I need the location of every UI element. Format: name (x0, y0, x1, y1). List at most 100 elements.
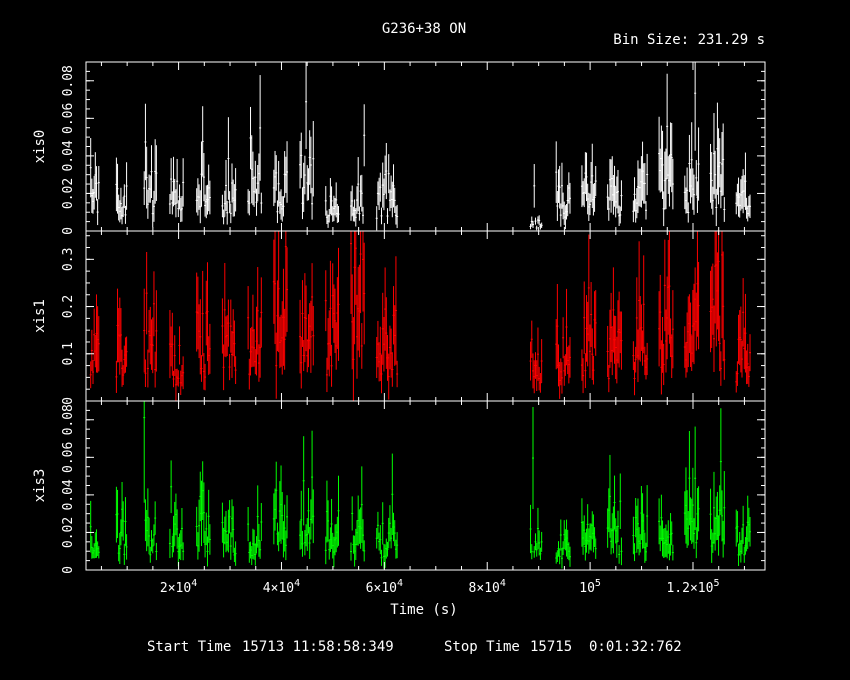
xis1-data-point (144, 359, 147, 388)
xis1-data-point (668, 231, 671, 344)
xis3-data-point (534, 533, 537, 551)
xis3-data-point (660, 494, 663, 541)
xis0-data-point (89, 138, 92, 198)
xis1-data-point (387, 353, 390, 400)
xis3-data-point (276, 522, 279, 546)
xis3-data-point (388, 505, 391, 542)
xis0-data-point (694, 62, 697, 151)
xis0-data-point (170, 158, 173, 200)
xis1-data-point (534, 352, 537, 379)
xis3-data-point (387, 517, 390, 549)
xis1-data-point (392, 286, 395, 345)
xis3-data-point (124, 497, 127, 546)
xis3-data-point (299, 520, 302, 550)
xis3-data-point (612, 506, 615, 554)
xis0-data-point (532, 220, 535, 228)
xis3-data-point (670, 521, 673, 546)
xis0-data-point (357, 157, 360, 212)
xis3-data-point (180, 507, 183, 549)
xis0-data-point (620, 180, 623, 211)
xis0-data-point (204, 194, 207, 217)
xis3-data-point (198, 499, 201, 552)
xis3-data-point (178, 533, 181, 559)
xis1-data-point (308, 303, 311, 350)
xis1-data-point (90, 329, 93, 372)
xis1-data-point (145, 251, 148, 335)
xis0-data-point (232, 179, 235, 217)
xis3-data-point (303, 530, 306, 556)
xis3-data-point (260, 503, 263, 541)
xis0-data-point (312, 121, 315, 197)
xis1-data-point (642, 255, 645, 354)
x-tick-labels: 2×104 4×104 6×104 8×104 105 1.2×105 (160, 578, 720, 596)
xis1-data-point (306, 339, 309, 373)
xis0-data-point (248, 190, 251, 216)
xis3-data-point (143, 401, 146, 503)
xis0-data-point (360, 174, 363, 212)
xis1-data-point (539, 373, 542, 393)
xis0-data-point (666, 73, 669, 180)
xis0-data-point (202, 153, 205, 202)
xis1-data-point (307, 314, 310, 368)
xis1-ytick-label: 0.2 (61, 295, 76, 318)
xis0-data-point (379, 172, 382, 202)
xis0-data-point (556, 191, 559, 221)
xis3-data-point (179, 530, 182, 561)
xis0-data-point (182, 158, 185, 207)
xis3-data-point (306, 518, 309, 551)
xis0-data-point (646, 153, 649, 196)
xis1-data-point (380, 354, 383, 394)
xis3-data-point (231, 499, 234, 538)
xis1-data-point (744, 293, 747, 373)
xis1-data-point (171, 312, 174, 376)
xis1-data-point (148, 309, 151, 353)
xis1-data-point (612, 267, 615, 353)
xis1-data-point (205, 280, 208, 346)
x-tick-label: 105 (579, 578, 601, 596)
xis1-data-point (353, 231, 356, 345)
xis3-data-point (182, 542, 185, 561)
xis1-data-point (565, 288, 568, 366)
xis3-data-point (743, 546, 746, 563)
xis0-data (89, 62, 752, 231)
xis1-data (89, 231, 752, 401)
xis1-data-point (282, 268, 285, 366)
xis1-data-point (540, 339, 543, 383)
xis3-data-point (257, 523, 260, 557)
xis1-data-point (736, 361, 739, 386)
xis1-data-point (739, 306, 742, 373)
xis0-data-point (229, 203, 232, 224)
xis3-ytick-label: 0.08 (61, 404, 76, 435)
xis0-data-point (256, 164, 259, 202)
xis1-data-point (620, 311, 623, 370)
xis3-data-point (284, 530, 287, 561)
xis1-data-point (378, 342, 381, 382)
xis3-data-point (616, 510, 619, 542)
xis0-data-point (558, 165, 561, 209)
xis1-data-point (125, 336, 128, 367)
xis1-data-point (255, 306, 258, 376)
xis1-data-point (362, 231, 365, 312)
xis0-data-point (143, 171, 146, 206)
xis3-data-point (721, 490, 724, 542)
xis3-data-point (229, 532, 232, 560)
xis3-data-point (390, 527, 393, 549)
xis1-data-point (176, 368, 179, 386)
xis1-data-point (278, 316, 281, 369)
xis0-data-point (690, 122, 693, 198)
xis0-data-point (670, 122, 673, 193)
xis0-data-point (179, 197, 182, 223)
xis1-data-point (170, 326, 173, 367)
xis1-data-point (535, 360, 538, 391)
xis3-data-point (154, 501, 157, 535)
xis3-data-point (204, 530, 207, 558)
xis1-data-point (180, 364, 183, 387)
xis3-data-point (538, 530, 541, 556)
xis1-data-point (334, 288, 337, 353)
xis0-data-point (154, 139, 157, 204)
xis0-data-point (324, 186, 327, 216)
xis1-data-point (632, 341, 635, 371)
xis0-data-point (255, 188, 258, 216)
xis0-data-point (387, 154, 390, 194)
xis1-data-point (283, 308, 286, 370)
